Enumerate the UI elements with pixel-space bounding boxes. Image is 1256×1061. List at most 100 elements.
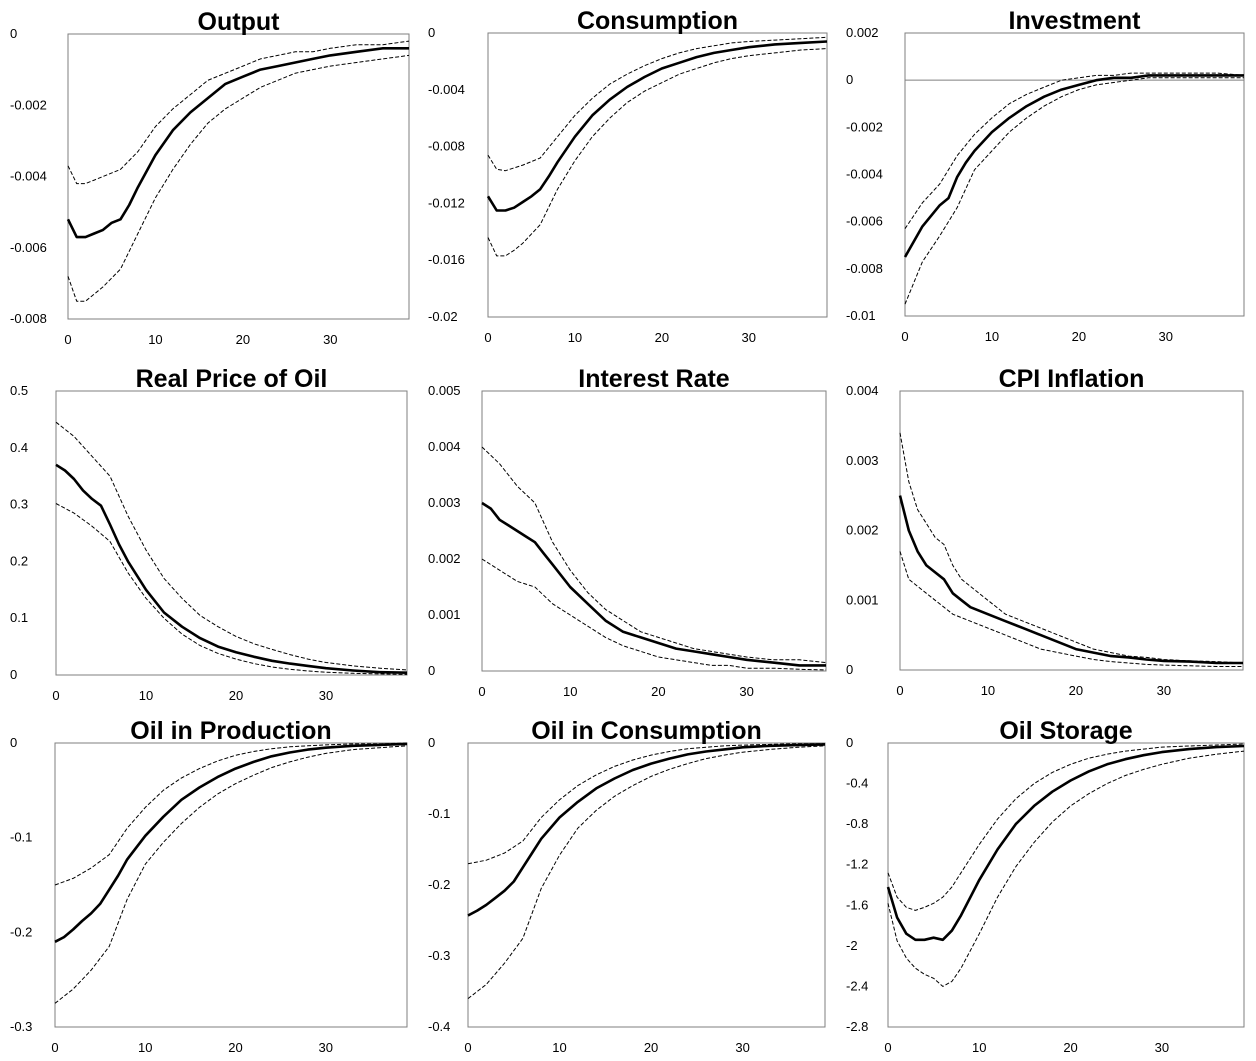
x-tick-label: 10 (985, 329, 999, 344)
x-tick-label: 0 (64, 332, 71, 347)
x-tick-label: 10 (139, 688, 153, 703)
y-tick-label: 0.1 (10, 610, 28, 625)
y-tick-label: 0 (846, 662, 853, 677)
x-tick-label: 0 (901, 329, 908, 344)
chart-panel-3: Real Price of Oil 0.5 0.4 0.3 0.2 0.1 0 0 10 20 30 (0, 350, 418, 705)
x-tick-label: 10 (138, 1040, 152, 1055)
x-tick-label: 10 (972, 1040, 986, 1055)
y-tick-label: 0 (846, 735, 853, 750)
y-tick-label: 0.003 (846, 453, 879, 468)
impulse-response-line (56, 465, 407, 673)
chart-title: Consumption (577, 7, 738, 35)
chart-svg-3: Real Price of Oil0.50.40.30.20.100 10 20 30 (0, 350, 418, 705)
y-tick-label: 0 (428, 25, 435, 40)
y-tick-label: -0.008 (10, 311, 47, 326)
impulse-response-line (55, 744, 407, 942)
chart-title: Investment (1009, 7, 1142, 35)
x-tick-label: 0 (884, 1040, 891, 1055)
x-tick-label: 20 (655, 330, 669, 345)
plot-area-frame (488, 33, 827, 317)
y-tick-label: -0.1 (428, 806, 450, 821)
y-tick-label: 0.002 (846, 25, 879, 40)
x-tick-label: 10 (981, 683, 995, 698)
lower-band-line (900, 551, 1243, 666)
x-tick-label: 20 (651, 684, 665, 699)
chart-svg-1: Consumption 0 -0.004 -0.008 -0.012 -0.016 -0.0… (418, 0, 836, 350)
chart-title: Output (198, 8, 281, 36)
upper-band-line (55, 743, 407, 885)
impulse-response-line (905, 75, 1244, 257)
upper-band-line (488, 37, 827, 170)
upper-band-line (468, 744, 825, 864)
x-tick-label: 20 (228, 1040, 242, 1055)
upper-band-line (888, 744, 1244, 910)
x-tick-label: 30 (1159, 329, 1173, 344)
lower-band-line (55, 746, 407, 1004)
chart-title: Oil Storage (999, 717, 1132, 745)
y-tick-label: -0.1 (10, 830, 32, 845)
upper-band-line (68, 41, 409, 184)
x-tick-label: 20 (644, 1040, 658, 1055)
y-tick-label: -0.016 (428, 252, 465, 267)
y-tick-label: 0 (10, 26, 17, 41)
x-tick-label: 20 (1063, 1040, 1077, 1055)
y-tick-label: -0.01 (846, 308, 876, 323)
y-tick-label: -0.008 (846, 261, 883, 276)
x-tick-label: 30 (742, 330, 756, 345)
lower-band-line (56, 504, 407, 675)
y-tick-label: 0.3 (10, 497, 28, 512)
lower-band-line (68, 55, 409, 301)
chart-panel-7: Oil in Consumption 0 -0.1 -0.2 -0.3 -0.4 0 10 20… (418, 705, 836, 1061)
y-tick-label: 0.003 (428, 495, 461, 510)
y-tick-label: 0.4 (10, 440, 28, 455)
impulse-response-line (482, 503, 826, 665)
y-tick-label: 0 (10, 667, 17, 682)
plot-area-frame (888, 743, 1244, 1027)
chart-svg-7: Oil in Consumption 0 -0.1 -0.2 -0.3 -0.4 0 10 20… (418, 705, 836, 1061)
y-tick-label: 0.004 (846, 383, 879, 398)
x-tick-label: 30 (739, 684, 753, 699)
y-tick-label: -0.2 (10, 924, 32, 939)
y-tick-label: -2.8 (846, 1019, 868, 1034)
plot-area-frame (482, 391, 826, 671)
chart-svg-5: CPI Inflation0.0040.0030.0020.00100 10 20 3… (836, 350, 1256, 705)
y-tick-label: -0.012 (428, 195, 465, 210)
plot-area-frame (468, 743, 825, 1027)
chart-title: Real Price of Oil (136, 365, 328, 393)
chart-panel-5: CPI Inflation 0.004 0.003 0.002 0.001 0 0 10 20 3… (836, 350, 1256, 705)
y-tick-label: -2.4 (846, 978, 868, 993)
lower-band-line (905, 78, 1244, 304)
x-tick-label: 30 (319, 1040, 333, 1055)
upper-band-line (56, 422, 407, 670)
x-tick-label: 30 (319, 688, 333, 703)
lower-band-line (482, 559, 826, 670)
y-tick-label: 0.002 (428, 551, 461, 566)
x-tick-label: 0 (896, 683, 903, 698)
upper-band-line (900, 433, 1243, 663)
y-tick-label: -0.004 (428, 82, 465, 97)
y-tick-label: 0.5 (10, 383, 28, 398)
y-tick-label: -0.002 (10, 97, 47, 112)
y-tick-label: 0 (10, 735, 17, 750)
chart-title: Oil in Consumption (531, 717, 762, 745)
lower-band-line (488, 49, 827, 256)
plot-area-frame (68, 34, 409, 319)
x-tick-label: 20 (229, 688, 243, 703)
y-tick-label: -2 (846, 938, 858, 953)
y-tick-label: 0.001 (846, 592, 879, 607)
y-tick-label: -0.4 (428, 1019, 450, 1034)
y-tick-label: -0.3 (428, 948, 450, 963)
chart-svg-8: Oil Storage0-0.4-0.8-1.2-1.6-2-2.4-2.80 1… (836, 705, 1256, 1061)
y-tick-label: -1.6 (846, 897, 868, 912)
upper-band-line (905, 73, 1244, 229)
y-tick-label: -0.004 (10, 169, 47, 184)
chart-svg-4: Interest Rate 0.005 0.004 0.003 0.002 0.001 0 0… (418, 350, 836, 705)
y-tick-label: 0 (428, 735, 435, 750)
y-tick-label: 0.002 (846, 523, 879, 538)
x-tick-label: 30 (1155, 1040, 1169, 1055)
x-tick-label: 10 (552, 1040, 566, 1055)
y-tick-label: -0.8 (846, 816, 868, 831)
chart-title: CPI Inflation (999, 365, 1145, 393)
y-tick-label: -1.2 (846, 857, 868, 872)
y-tick-label: -0.006 (846, 214, 883, 229)
